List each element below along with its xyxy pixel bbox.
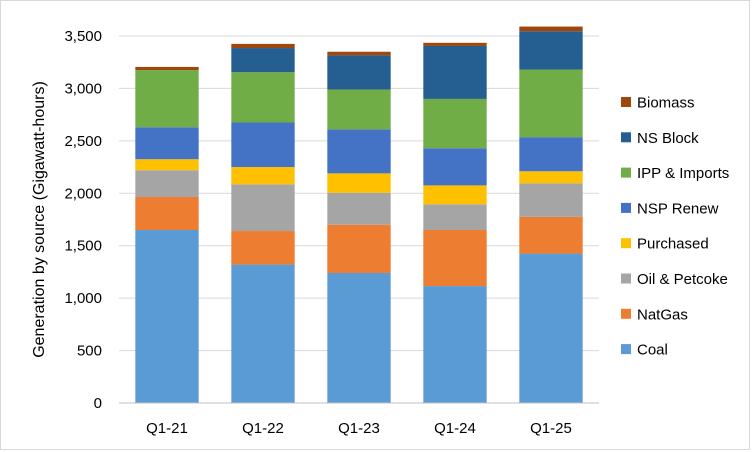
legend-swatch-biomass [621, 97, 631, 107]
bar-segment-nsp-renew-q1-24 [423, 148, 487, 186]
legend-label-biomass: Biomass [637, 95, 695, 112]
legend-swatch-ipp-imports [621, 167, 631, 178]
bar-segment-biomass-q1-22 [231, 43, 295, 49]
x-tick-label: Q1-21 [146, 420, 188, 437]
legend-label-coal: Coal [637, 342, 668, 359]
bar-segment-ipp-imports-q1-22 [231, 72, 295, 123]
bar-segment-purchased-q1-25 [519, 171, 583, 184]
bar-segment-nsp-renew-q1-21 [135, 127, 199, 160]
bar-segment-ns-block-q1-24 [423, 45, 487, 99]
bar-segment-coal-q1-24 [423, 286, 487, 403]
bar-segment-biomass-q1-23 [327, 51, 391, 56]
bar-segment-oil-petcoke-q1-24 [423, 204, 487, 230]
bar-segment-natgas-q1-25 [519, 216, 583, 254]
bar-segment-ns-block-q1-23 [327, 55, 391, 90]
axes: 0 500 1,000 1,500 2,000 2,500 3,000 3,500 Q1-21 Q… [64, 28, 599, 437]
x-tick-label: Q1-22 [242, 420, 284, 437]
legend-swatch-coal [621, 344, 631, 355]
bar-segment-nsp-renew-q1-23 [327, 129, 391, 174]
legend-label-oil-petcoke: Oil & Petcoke [637, 271, 728, 288]
bar-segment-ipp-imports-q1-23 [327, 89, 391, 130]
y-tick-label: 2,000 [64, 185, 102, 202]
bar-segment-coal-q1-22 [231, 264, 295, 403]
bar-segment-ipp-imports-q1-24 [423, 98, 487, 149]
y-tick-label: 1,000 [64, 290, 102, 307]
bar-segment-biomass-q1-21 [135, 66, 199, 71]
bar-segment-ipp-imports-q1-25 [519, 69, 583, 138]
bar-segment-ns-block-q1-22 [231, 48, 295, 73]
legend-swatch-ns-block [621, 132, 631, 143]
bar-segment-coal-q1-23 [327, 272, 391, 403]
legend-swatch-oil-petcoke [621, 273, 631, 284]
bar-segment-natgas-q1-22 [231, 231, 295, 265]
bar-segment-ipp-imports-q1-21 [135, 70, 199, 128]
bar-segment-biomass-q1-25 [519, 26, 583, 32]
bar-segment-biomass-q1-24 [423, 42, 487, 46]
bar-segment-oil-petcoke-q1-22 [231, 184, 295, 232]
y-axis-title: Generation by source (Gigawatt-hours) [31, 81, 48, 358]
legend-swatch-natgas [621, 308, 631, 319]
bar-segment-oil-petcoke-q1-23 [327, 192, 391, 225]
legend-swatch-nsp-renew [621, 202, 631, 213]
bars [135, 26, 583, 403]
legend-swatch-purchased [621, 238, 631, 249]
y-tick-label: 2,500 [64, 133, 102, 150]
bar-segment-nsp-renew-q1-22 [231, 122, 295, 168]
bar-segment-oil-petcoke-q1-25 [519, 183, 583, 217]
x-tick-label: Q1-23 [338, 420, 380, 437]
bar-segment-natgas-q1-23 [327, 224, 391, 273]
bar-segment-purchased-q1-21 [135, 159, 199, 171]
bar-segment-natgas-q1-24 [423, 229, 487, 287]
legend-label-ipp-imports: IPP & Imports [637, 165, 729, 182]
bar-segment-coal-q1-21 [135, 229, 199, 403]
bar-segment-ns-block-q1-25 [519, 31, 583, 70]
legend-label-natgas: NatGas [637, 306, 688, 323]
y-tick-label: 500 [77, 343, 102, 360]
bar-segment-purchased-q1-24 [423, 185, 487, 205]
legend-label-purchased: Purchased [637, 236, 709, 253]
y-tick-label: 3,500 [64, 28, 102, 45]
bar-segment-nsp-renew-q1-25 [519, 137, 583, 172]
x-tick-label: Q1-24 [434, 420, 476, 437]
y-tick-label: 1,500 [64, 238, 102, 255]
bar-segment-purchased-q1-22 [231, 167, 295, 185]
y-tick-label: 0 [94, 395, 102, 412]
bar-segment-coal-q1-25 [519, 253, 583, 403]
y-tick-label: 3,000 [64, 80, 102, 97]
bar-segment-oil-petcoke-q1-21 [135, 170, 199, 197]
legend: Biomass NS Block IPP & Imports NSP Renew Pur… [621, 95, 729, 359]
bar-segment-natgas-q1-21 [135, 196, 199, 230]
legend-label-nsp-renew: NSP Renew [637, 200, 719, 217]
x-tick-label: Q1-25 [530, 420, 572, 437]
bar-segment-purchased-q1-23 [327, 173, 391, 193]
legend-label-ns-block: NS Block [637, 130, 699, 147]
